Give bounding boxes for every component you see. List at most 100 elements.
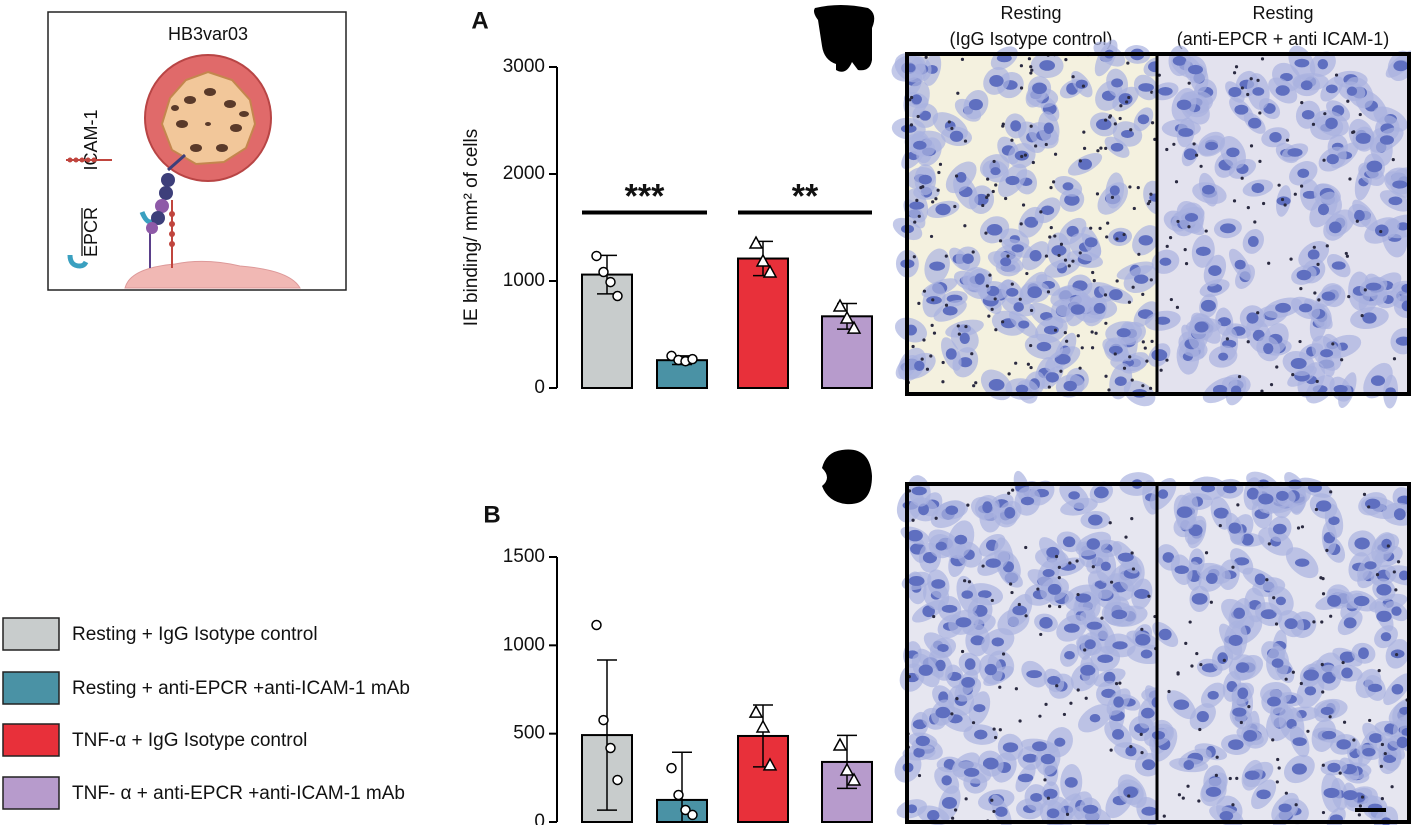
ie-dot <box>1165 244 1169 248</box>
ie-dot <box>1321 810 1326 815</box>
ie-dot <box>1312 245 1316 249</box>
ie-dot <box>932 331 937 335</box>
ie-dot <box>998 728 1002 732</box>
ie-dot <box>1341 660 1345 665</box>
ie-dot <box>1017 602 1021 607</box>
ie-dot <box>1043 778 1047 782</box>
ie-dot <box>1298 339 1302 344</box>
nucleus <box>1054 737 1066 747</box>
nucleus <box>1141 806 1158 816</box>
ie-dot <box>1075 559 1079 563</box>
y-tick-label: 2000 <box>503 163 545 184</box>
ie-dot <box>1110 195 1115 199</box>
ie-dot <box>1068 561 1072 565</box>
ie-dot <box>1265 578 1269 582</box>
ie-dot <box>1169 297 1173 302</box>
ie-dot <box>1010 138 1014 142</box>
nucleus <box>1223 484 1237 494</box>
ie-dot <box>993 735 998 740</box>
ie-dot <box>1321 690 1325 694</box>
nucleus <box>949 130 964 142</box>
nucleus <box>1296 269 1312 281</box>
nucleus <box>941 797 958 809</box>
ie-dot <box>1322 158 1326 162</box>
ie-dot <box>1052 180 1056 184</box>
nucleus <box>1331 261 1346 270</box>
nucleus <box>1039 60 1056 71</box>
nucleus <box>1114 376 1127 387</box>
nucleus <box>1133 274 1149 284</box>
nucleus <box>1362 312 1377 324</box>
nucleus <box>1043 122 1054 134</box>
nucleus <box>989 75 1004 87</box>
ie-dot <box>944 254 948 258</box>
nucleus <box>1047 675 1061 685</box>
ie-dot <box>911 344 915 349</box>
ie-dot <box>911 518 915 522</box>
ie-dot <box>1360 314 1364 318</box>
ie-dot <box>1039 210 1043 214</box>
ie-dot <box>1272 596 1276 600</box>
y-tick-label: 1000 <box>503 634 545 655</box>
ie-dot <box>1100 616 1104 620</box>
ie-dot <box>1063 258 1068 262</box>
nucleus <box>1054 353 1071 365</box>
nucleus <box>1235 662 1250 673</box>
ie-dot <box>1149 278 1153 282</box>
nucleus <box>945 505 959 516</box>
nucleus <box>1234 259 1246 270</box>
data-point <box>612 774 623 786</box>
parasite-dots <box>171 88 249 152</box>
ie-dot <box>1029 71 1033 75</box>
ie-dot <box>1130 551 1134 555</box>
ie-dot <box>1122 366 1127 370</box>
nucleus <box>1196 710 1209 723</box>
panel-label: B <box>483 501 500 528</box>
nucleus <box>1142 759 1156 771</box>
ie-dot <box>1010 590 1014 595</box>
nucleus <box>1173 699 1190 710</box>
ie-dot <box>1394 588 1398 592</box>
data-point <box>687 809 698 821</box>
ie-dot <box>1122 232 1126 237</box>
ie-dot <box>1228 776 1232 781</box>
ie-dot <box>1062 712 1067 717</box>
ie-dot <box>1078 251 1082 255</box>
nucleus <box>935 203 951 216</box>
y-tick-label: 1500 <box>503 546 545 567</box>
nucleus <box>1258 493 1274 505</box>
ie-dot <box>993 297 997 301</box>
ie-dot <box>950 126 954 130</box>
nucleus <box>1100 561 1111 571</box>
data-point <box>846 320 862 334</box>
ie-dot <box>1082 146 1087 150</box>
ie-dot <box>1078 159 1082 163</box>
nucleus <box>964 658 976 671</box>
ie-dot <box>910 95 914 100</box>
nucleus <box>1379 135 1394 145</box>
ie-dot <box>1347 294 1351 299</box>
nucleus <box>945 348 957 360</box>
ie-dot <box>951 816 955 820</box>
ie-dot <box>1358 112 1362 117</box>
ie-dot <box>1014 687 1018 691</box>
nucleus <box>1027 286 1043 299</box>
ie-dot <box>1025 271 1029 276</box>
nucleus <box>1068 491 1080 500</box>
nucleus <box>1036 341 1052 352</box>
nucleus <box>918 174 932 185</box>
legend-swatch <box>2 671 60 705</box>
ie-dot <box>1089 226 1093 230</box>
data-point <box>762 264 778 278</box>
nucleus <box>996 54 1012 63</box>
nucleus <box>1219 811 1234 821</box>
nucleus <box>1194 321 1209 333</box>
ie-dot <box>1199 662 1203 667</box>
nucleus <box>1006 287 1019 297</box>
ie-dot <box>921 185 925 189</box>
ie-dot <box>1006 254 1010 258</box>
nucleus <box>1084 237 1098 248</box>
ie-dot <box>994 328 998 332</box>
ie-dot <box>963 139 968 143</box>
nucleus <box>913 140 927 150</box>
